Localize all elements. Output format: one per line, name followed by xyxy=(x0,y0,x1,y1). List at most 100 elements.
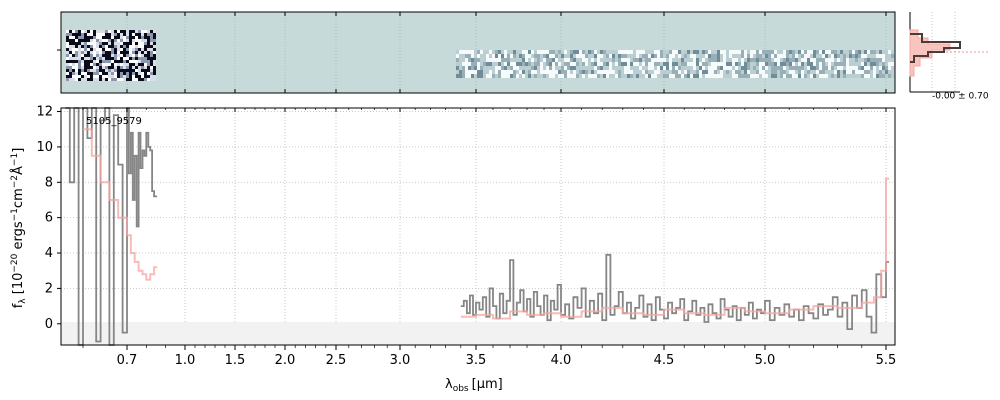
2d-pixel-blue xyxy=(135,72,138,75)
2d-pixel-red xyxy=(711,66,714,70)
2d-pixel-red xyxy=(804,66,807,70)
2d-pixel-blue xyxy=(117,75,120,78)
2d-pixel-red xyxy=(462,50,465,54)
2d-pixel-red xyxy=(522,74,525,78)
2d-pixel-blue xyxy=(132,63,135,66)
2d-pixel-blue xyxy=(72,48,75,51)
2d-pixel-red xyxy=(495,58,498,62)
2d-pixel-red xyxy=(726,66,729,70)
2d-pixel-blue xyxy=(132,48,135,51)
2d-pixel-red xyxy=(516,70,519,74)
2d-pixel-red xyxy=(549,70,552,74)
2d-pixel-red xyxy=(603,50,606,54)
2d-pixel-red xyxy=(762,50,765,54)
2d-pixel-blue xyxy=(144,60,147,63)
2d-pixel-red xyxy=(750,54,753,58)
2d-pixel-red xyxy=(678,66,681,70)
2d-pixel-blue xyxy=(84,63,87,66)
2d-pixel-blue xyxy=(126,30,129,33)
2d-pixel-red xyxy=(825,74,828,78)
2d-pixel-red xyxy=(843,62,846,66)
2d-pixel-blue xyxy=(99,51,102,54)
2d-pixel-red xyxy=(705,50,708,54)
2d-pixel-red xyxy=(594,50,597,54)
2d-pixel-blue xyxy=(150,69,153,72)
2d-pixel-blue xyxy=(108,39,111,42)
2d-pixel-blue xyxy=(153,72,156,75)
2d-pixel-blue xyxy=(108,78,111,81)
2d-pixel-red xyxy=(582,58,585,62)
2d-pixel-blue xyxy=(111,69,114,72)
2d-pixel-red xyxy=(825,58,828,62)
2d-pixel-red xyxy=(660,74,663,78)
2d-pixel-red xyxy=(639,74,642,78)
2d-pixel-red xyxy=(750,62,753,66)
2d-pixel-blue xyxy=(135,51,138,54)
2d-pixel-red xyxy=(519,50,522,54)
2d-pixel-red xyxy=(885,62,888,66)
x-axis-title-subscript: obs xyxy=(453,384,469,394)
2d-pixel-red xyxy=(585,70,588,74)
x-axis: 0.7 1.0 1.5 2.0 2.5 3.0 3.5 4.0 4.5 5.0 5.5 xyxy=(82,108,896,368)
2d-pixel-red xyxy=(642,70,645,74)
2d-pixel-red xyxy=(471,74,474,78)
2d-pixel-red xyxy=(765,54,768,58)
2d-pixel-blue xyxy=(66,75,69,78)
2d-pixel-red xyxy=(546,70,549,74)
2d-pixel-red xyxy=(858,54,861,58)
2d-pixel-blue xyxy=(69,72,72,75)
2d-pixel-blue xyxy=(141,39,144,42)
2d-pixel-red xyxy=(774,70,777,74)
2d-pixel-blue xyxy=(81,57,84,60)
2d-pixel-blue xyxy=(138,60,141,63)
2d-pixel-blue xyxy=(81,78,84,81)
2d-pixel-red xyxy=(636,70,639,74)
2d-pixel-red xyxy=(705,70,708,74)
2d-pixel-blue xyxy=(132,69,135,72)
2d-pixel-red xyxy=(507,74,510,78)
2d-pixel-red xyxy=(489,74,492,78)
2d-pixel-red xyxy=(765,70,768,74)
2d-pixel-blue xyxy=(123,33,126,36)
2d-pixel-red xyxy=(753,70,756,74)
2d-pixel-red xyxy=(531,74,534,78)
2d-pixel-blue xyxy=(153,66,156,69)
2d-pixel-red xyxy=(768,66,771,70)
2d-pixel-red xyxy=(720,50,723,54)
2d-pixel-blue xyxy=(66,33,69,36)
2d-pixel-red xyxy=(813,50,816,54)
2d-pixel-red xyxy=(693,62,696,66)
2d-pixel-red xyxy=(537,58,540,62)
2d-pixel-red xyxy=(603,66,606,70)
2d-pixel-red xyxy=(747,58,750,62)
2d-pixel-red xyxy=(474,50,477,54)
2d-pixel-red xyxy=(681,50,684,54)
2d-pixel-red xyxy=(780,50,783,54)
2d-pixel-red xyxy=(609,74,612,78)
2d-pixel-blue xyxy=(132,36,135,39)
2d-pixel-red xyxy=(510,58,513,62)
2d-pixel-blue xyxy=(135,30,138,33)
2d-pixel-red xyxy=(513,74,516,78)
2d-pixel-blue xyxy=(141,51,144,54)
2d-pixel-blue xyxy=(135,45,138,48)
2d-pixel-red xyxy=(471,70,474,74)
2d-pixel-blue xyxy=(123,66,126,69)
2d-pixel-red xyxy=(744,50,747,54)
2d-pixel-red xyxy=(843,58,846,62)
2d-pixel-red xyxy=(708,58,711,62)
2d-pixel-red xyxy=(579,74,582,78)
2d-pixel-red xyxy=(873,50,876,54)
2d-pixel-blue xyxy=(99,66,102,69)
2d-pixel-red xyxy=(807,54,810,58)
2d-pixel-red xyxy=(870,70,873,74)
2d-pixel-blue xyxy=(147,60,150,63)
2d-pixel-blue xyxy=(135,78,138,81)
2d-pixel-red xyxy=(711,54,714,58)
2d-pixel-red xyxy=(618,50,621,54)
2d-pixel-blue xyxy=(117,66,120,69)
2d-pixel-red xyxy=(570,58,573,62)
2d-pixel-red xyxy=(765,50,768,54)
2d-pixel-red xyxy=(546,58,549,62)
2d-pixel-blue xyxy=(75,30,78,33)
